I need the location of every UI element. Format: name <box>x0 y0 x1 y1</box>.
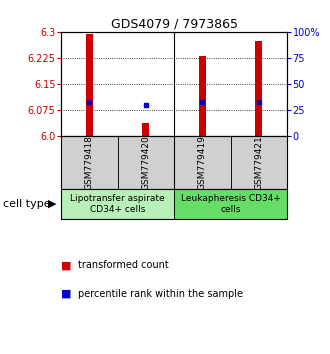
Bar <box>231 136 287 189</box>
Text: Lipotransfer aspirate
CD34+ cells: Lipotransfer aspirate CD34+ cells <box>70 194 165 214</box>
Text: GSM779418: GSM779418 <box>85 135 94 190</box>
Bar <box>86 34 93 136</box>
Text: GSM779420: GSM779420 <box>141 135 150 190</box>
Bar <box>143 123 149 136</box>
Text: GSM779421: GSM779421 <box>254 135 263 190</box>
Text: transformed count: transformed count <box>78 261 168 270</box>
Bar <box>117 136 174 189</box>
Bar <box>255 41 262 136</box>
Bar <box>174 189 287 219</box>
Text: ▶: ▶ <box>48 199 56 209</box>
Text: ■: ■ <box>61 261 72 270</box>
Bar <box>61 136 117 189</box>
Text: percentile rank within the sample: percentile rank within the sample <box>78 289 243 299</box>
Text: cell type: cell type <box>3 199 51 209</box>
Text: GSM779419: GSM779419 <box>198 135 207 190</box>
Title: GDS4079 / 7973865: GDS4079 / 7973865 <box>111 18 238 31</box>
Bar <box>199 56 206 136</box>
Text: Leukapheresis CD34+
cells: Leukapheresis CD34+ cells <box>181 194 280 214</box>
Bar <box>61 189 174 219</box>
Bar <box>174 136 231 189</box>
Text: ■: ■ <box>61 289 72 299</box>
